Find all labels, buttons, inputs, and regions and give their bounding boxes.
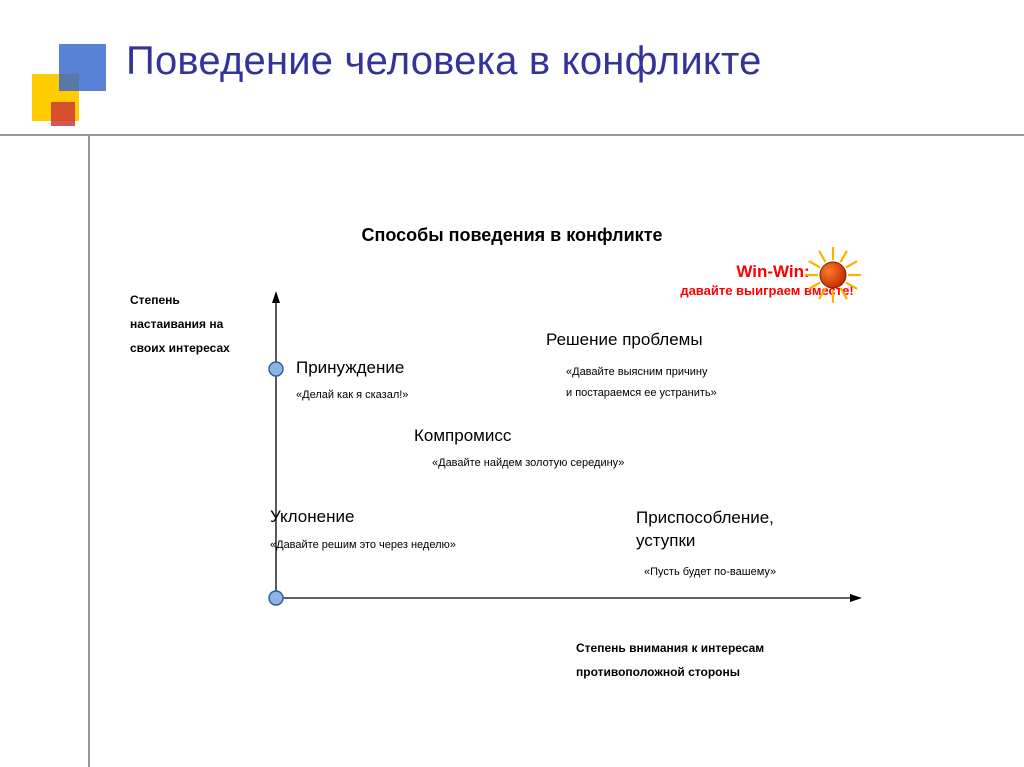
slide-stage: Поведение человека в конфликте Способы п… [0,0,1024,767]
sun-icon [0,0,1024,767]
